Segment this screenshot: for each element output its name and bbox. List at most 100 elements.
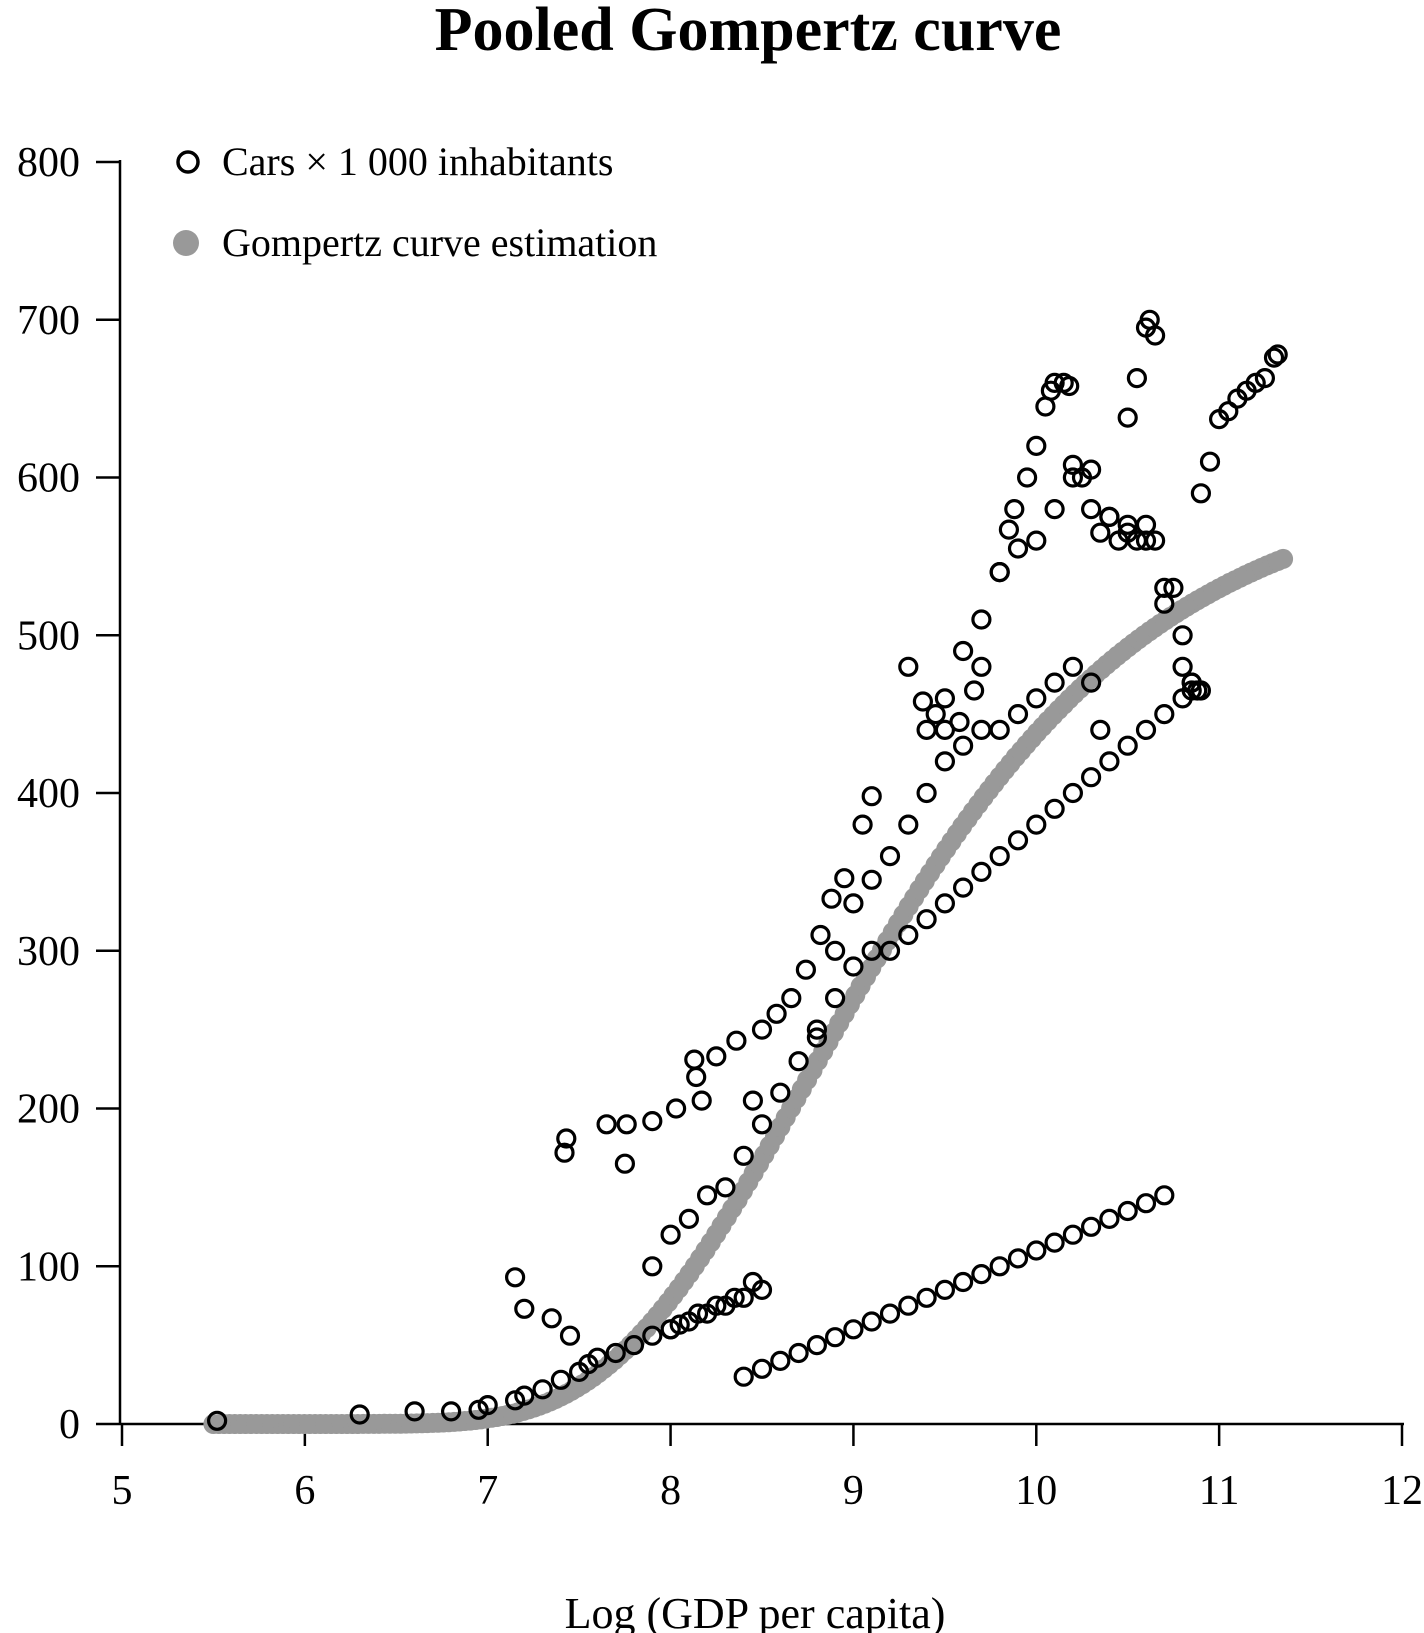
observed-point xyxy=(1117,514,1138,535)
observed-point xyxy=(1099,506,1120,528)
observed-point xyxy=(963,680,985,701)
y-tick-label: 700 xyxy=(17,298,80,344)
observed-point xyxy=(1181,680,1202,701)
observed-point xyxy=(916,782,937,804)
gompertz-fitted-points xyxy=(203,548,1294,1434)
observed-point xyxy=(541,1308,562,1329)
observed-point xyxy=(843,893,864,914)
observed-point xyxy=(1080,1216,1102,1237)
observed-point xyxy=(1026,530,1047,551)
observed-point xyxy=(788,1342,809,1364)
observed-point xyxy=(550,1369,572,1390)
observed-point xyxy=(1144,530,1166,551)
observed-point xyxy=(788,1051,809,1072)
observed-point xyxy=(733,1145,754,1166)
observed-point xyxy=(949,711,970,733)
x-tick-label: 12 xyxy=(1381,1468,1423,1514)
x-tick-label: 11 xyxy=(1199,1468,1239,1514)
observed-point xyxy=(843,956,864,977)
observed-point xyxy=(824,940,846,961)
observed-point xyxy=(934,751,956,772)
observed-point xyxy=(1099,1208,1120,1230)
observed-point xyxy=(404,1401,425,1422)
observed-point xyxy=(806,1334,828,1356)
observed-point xyxy=(781,987,802,1009)
observed-point xyxy=(934,688,956,709)
observed-point xyxy=(1026,814,1047,835)
observed-point xyxy=(810,924,831,946)
observed-point xyxy=(1007,830,1029,851)
observed-point xyxy=(614,1153,636,1174)
observed-point xyxy=(916,719,937,741)
observed-point xyxy=(925,703,946,725)
observed-point xyxy=(1044,1232,1065,1253)
observed-point xyxy=(742,1090,764,1111)
observed-point xyxy=(1026,1240,1047,1261)
observed-point xyxy=(861,1311,882,1332)
observed-point xyxy=(1154,1185,1175,1206)
observed-point xyxy=(532,1379,553,1400)
chart-title: Pooled Gompertz curve xyxy=(435,0,1062,64)
observed-point xyxy=(806,1019,828,1040)
observed-point xyxy=(1267,344,1288,365)
y-tick-label: 100 xyxy=(17,1244,80,1290)
y-tick-label: 200 xyxy=(17,1087,80,1133)
observed-point xyxy=(852,814,873,835)
observed-point xyxy=(1190,483,1212,504)
observed-point xyxy=(1199,451,1221,472)
observed-point xyxy=(916,909,937,930)
legend: Cars × 1 000 inhabitants Gompertz curve … xyxy=(173,139,657,265)
observed-point xyxy=(559,1325,581,1346)
x-tick-label: 6 xyxy=(294,1468,315,1514)
observed-point xyxy=(623,1334,645,1356)
observed-point xyxy=(514,1385,535,1406)
observed-point xyxy=(678,1208,700,1230)
observed-point xyxy=(751,1114,773,1135)
observed-point xyxy=(952,640,974,662)
observed-point xyxy=(605,1342,626,1364)
observed-point xyxy=(441,1401,462,1422)
y-tick-label: 600 xyxy=(17,456,80,502)
observed-point xyxy=(1044,798,1065,819)
observed-points xyxy=(207,309,1288,1431)
observed-point xyxy=(669,1314,690,1335)
observed-point xyxy=(952,877,974,898)
observed-point xyxy=(1007,1248,1029,1269)
observed-point xyxy=(1117,1200,1138,1222)
observed-point xyxy=(665,1098,687,1119)
x-tick-label: 5 xyxy=(112,1468,133,1514)
observed-point xyxy=(715,1177,736,1198)
observed-point xyxy=(696,1185,718,1206)
observed-point xyxy=(733,1366,754,1387)
x-tick-label: 8 xyxy=(660,1468,681,1514)
observed-point xyxy=(1080,499,1102,520)
observed-point xyxy=(824,987,846,1009)
observed-point xyxy=(596,1114,617,1135)
observed-point xyxy=(1059,375,1080,397)
observed-point xyxy=(1263,347,1285,368)
observed-point xyxy=(742,1271,764,1293)
y-tick-label: 300 xyxy=(17,929,80,975)
observed-point xyxy=(843,1319,864,1340)
observed-point xyxy=(879,845,901,867)
observed-point xyxy=(504,1267,526,1288)
observed-point xyxy=(1126,368,1148,389)
observed-point xyxy=(1062,782,1084,804)
observed-point xyxy=(1154,703,1175,725)
x-axis-label: Log (GDP per capita) xyxy=(565,1589,946,1633)
observed-point xyxy=(898,656,919,677)
y-tick-label: 400 xyxy=(17,771,80,817)
x-tick-label: 7 xyxy=(477,1468,498,1514)
observed-point xyxy=(971,609,992,630)
observed-point xyxy=(971,656,992,677)
observed-point xyxy=(952,735,974,756)
observed-point xyxy=(1026,435,1047,456)
observed-point xyxy=(706,1295,727,1316)
observed-point xyxy=(660,1224,681,1245)
axes xyxy=(118,160,1404,1426)
observed-point xyxy=(861,869,882,890)
observed-point xyxy=(1172,625,1193,646)
observed-point xyxy=(1044,672,1065,693)
